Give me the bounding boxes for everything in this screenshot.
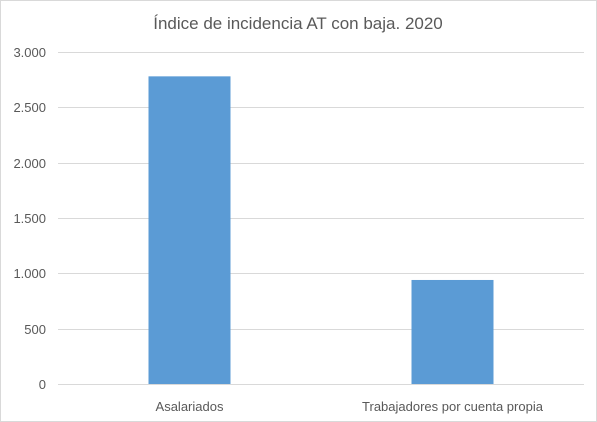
y-tick-label: 500 xyxy=(24,322,46,337)
gridlines xyxy=(58,52,584,385)
chart-title: Índice de incidencia AT con baja. 2020 xyxy=(153,14,443,33)
y-tick-label: 2.500 xyxy=(13,100,46,115)
y-tick-label: 1.500 xyxy=(13,211,46,226)
y-tick-label: 1.000 xyxy=(13,266,46,281)
x-category-label: Asalariados xyxy=(156,399,224,414)
bar xyxy=(411,279,494,384)
x-axis-category-labels: Asalariados Trabajadores por cuenta propi… xyxy=(156,399,544,414)
y-axis-tick-labels: 0 500 1.000 1.500 2.000 2.500 3.000 xyxy=(13,45,46,392)
y-tick-label: 0 xyxy=(39,377,46,392)
x-category-label: Trabajadores por cuenta propia xyxy=(362,399,544,414)
bar xyxy=(148,76,231,384)
bars xyxy=(148,76,494,384)
y-tick-label: 2.000 xyxy=(13,156,46,171)
y-tick-label: 3.000 xyxy=(13,45,46,60)
